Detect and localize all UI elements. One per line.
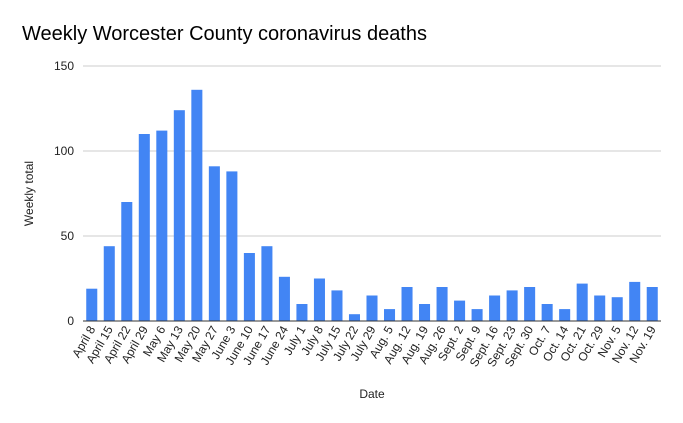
bar-aug-19 — [419, 304, 431, 321]
bar-june-24 — [278, 276, 290, 321]
bar-sept-23 — [506, 290, 518, 321]
bar-may-13 — [173, 110, 185, 321]
y-tick-label: 100 — [54, 144, 74, 158]
bar-april-15 — [103, 246, 115, 321]
bar-oct-7 — [541, 304, 553, 321]
bar-aug-26 — [436, 287, 448, 321]
bar-aug-12 — [401, 287, 413, 321]
bar-may-6 — [156, 130, 168, 321]
bar-sept-2 — [454, 300, 466, 321]
bar-june-3 — [226, 171, 238, 321]
bar-nov-19 — [646, 287, 658, 321]
y-tick-label: 50 — [61, 229, 75, 243]
bar-sept-16 — [489, 295, 501, 321]
bar-sept-9 — [471, 309, 483, 321]
bar-nov-12 — [629, 281, 641, 321]
y-tick-label: 0 — [67, 314, 74, 328]
bar-july-8 — [313, 278, 325, 321]
bar-july-1 — [296, 304, 308, 321]
bar-aug-5 — [383, 309, 396, 321]
y-axis-label: Weekly total — [22, 161, 36, 226]
bar-july-15 — [331, 290, 343, 321]
y-axis-ticks: 0 50 100 150 — [54, 59, 74, 328]
bar-nov-5 — [611, 297, 623, 321]
bar-may-27 — [208, 166, 220, 321]
y-tick-label: 150 — [54, 59, 74, 73]
bars — [86, 89, 658, 321]
bar-april-8 — [86, 288, 98, 321]
bar-may-20 — [191, 89, 203, 321]
bar-oct-21 — [576, 283, 588, 321]
bar-april-29 — [138, 134, 150, 321]
bar-june-17 — [261, 246, 273, 321]
bar-june-10 — [243, 253, 255, 321]
bar-april-22 — [121, 202, 133, 321]
bar-oct-29 — [594, 295, 606, 321]
gridlines — [83, 65, 661, 237]
bar-oct-14 — [559, 309, 571, 321]
chart-title: Weekly Worcester County coronavirus deat… — [22, 23, 427, 45]
x-axis-label: Date — [359, 387, 385, 401]
bar-july-29 — [366, 295, 378, 321]
bar-sept-30 — [524, 287, 536, 321]
bar-july-22 — [348, 314, 361, 321]
